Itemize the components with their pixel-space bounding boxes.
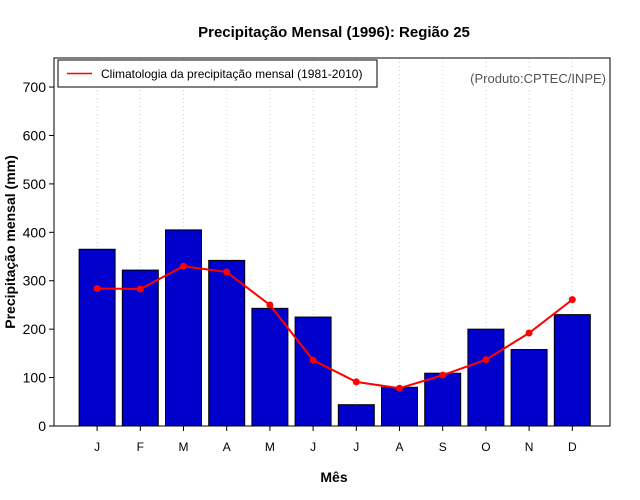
bar: [510, 348, 548, 427]
y-tick-label: 0: [38, 418, 46, 434]
legend-label: Climatologia da precipitação mensal (198…: [101, 67, 362, 81]
climatology-point: [136, 285, 144, 293]
y-axis-title: Precipitação mensal (mm): [2, 155, 18, 329]
climatology-series: [93, 262, 576, 392]
source-credit: (Produto:CPTEC/INPE): [470, 71, 606, 86]
bar: [337, 404, 375, 427]
climatology-line: [97, 265, 573, 390]
x-tick-label: A: [223, 440, 231, 454]
y-tick-label: 200: [23, 321, 47, 337]
y-tick-label: 600: [23, 127, 47, 143]
climatology-point: [568, 296, 576, 304]
climatology-point: [439, 371, 447, 379]
climatology-point: [266, 301, 274, 309]
x-tick-label: O: [481, 440, 490, 454]
climatology-point: [223, 268, 231, 276]
bar: [381, 386, 418, 427]
y-tick-label: 300: [23, 273, 47, 289]
bar: [467, 328, 505, 427]
x-axis-title: Mês: [320, 469, 347, 485]
chart-title: Precipitação Mensal (1996): Região 25: [198, 24, 470, 41]
x-tick-label: J: [353, 440, 359, 454]
bar: [251, 307, 289, 427]
climatology-point: [180, 262, 187, 270]
x-tick-label: F: [137, 440, 144, 454]
climatology-point: [525, 329, 533, 337]
y-tick-label: 100: [23, 370, 47, 386]
bar: [78, 248, 116, 427]
x-tick-label: M: [179, 440, 189, 454]
climatology-point: [482, 356, 490, 364]
climatology-point: [396, 384, 403, 392]
bar: [208, 259, 246, 427]
y-tick-label: 500: [23, 176, 47, 192]
climatology-point: [93, 284, 101, 292]
bar: [121, 269, 159, 427]
legend-box: [57, 59, 378, 88]
x-tick-label: J: [94, 440, 100, 454]
legend: Climatologia da precipitação mensal (198…: [57, 59, 378, 88]
bar: [294, 316, 332, 427]
y-tick-label: 700: [23, 79, 47, 95]
x-tick-label: M: [265, 440, 275, 454]
bar: [165, 229, 202, 427]
x-tick-label: A: [395, 440, 403, 454]
y-axis: 0 100 200 300 400 500 600 700: [23, 79, 54, 434]
climatology-point: [309, 356, 317, 364]
plot-area-frame: [53, 57, 611, 427]
x-tick-label: J: [310, 440, 316, 454]
x-tick-label: N: [525, 440, 534, 454]
x-tick-label: S: [439, 440, 447, 454]
y-tick-label: 400: [23, 224, 47, 240]
x-tick-label: D: [568, 440, 577, 454]
climatology-point: [352, 378, 360, 386]
bar: [553, 314, 591, 427]
bar: [424, 372, 462, 427]
bar-series: [78, 229, 591, 427]
